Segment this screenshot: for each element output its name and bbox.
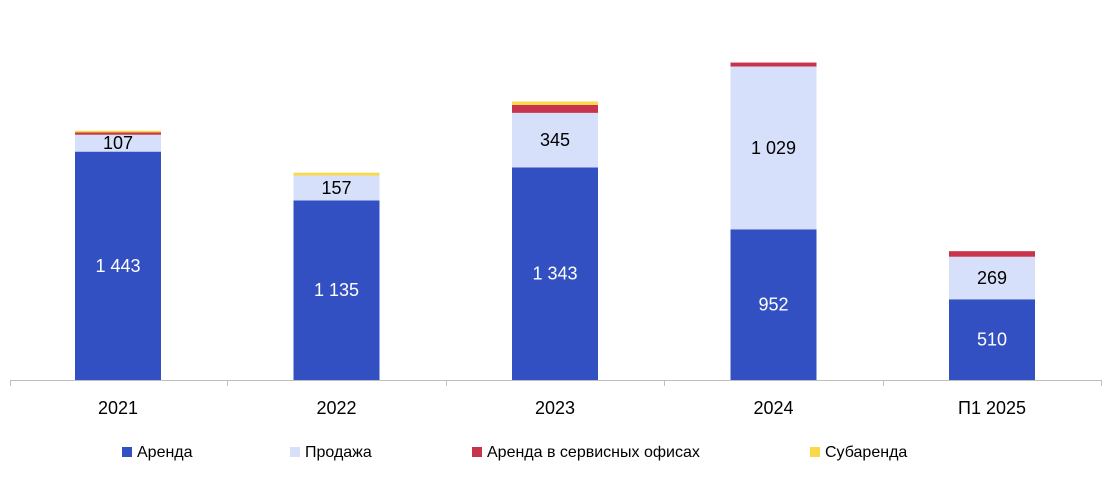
data-label-п1-2025-series-1: 269 — [977, 268, 1007, 288]
legend-swatch-series-1 — [290, 447, 300, 457]
legend-swatch-series-0 — [122, 447, 132, 457]
bar-segment-2022-series-3 — [293, 172, 380, 176]
bar-segment-2024-series-2 — [730, 62, 817, 67]
bar-segment-2021-series-1 — [75, 134, 161, 152]
legend-label-series-2: Аренда в сервисных офисах — [487, 444, 700, 461]
x-tick-label-2021: 2021 — [98, 398, 138, 418]
bar-segment-2022-series-1 — [293, 175, 380, 201]
bar-segment-2024-series-1 — [730, 66, 817, 230]
bar-segment-п1-2025-series-1 — [949, 256, 1035, 300]
x-axis: 2021 2022 2023 2024 П1 2025 — [10, 380, 1102, 418]
data-label-п1-2025-series-0: 510 — [977, 330, 1007, 350]
bar-segment-2023-series-2 — [512, 104, 598, 113]
data-label-2022-series-0: 1 135 — [314, 280, 359, 300]
legend-label-series-3: Субаренда — [825, 444, 907, 461]
data-label-2021-series-0: 1 443 — [95, 256, 140, 276]
bar-segment-2022-series-0 — [293, 200, 380, 380]
data-label-2021-series-1: 107 — [103, 133, 133, 153]
data-label-2022-series-1: 157 — [321, 178, 351, 198]
legend-label-series-0: Аренда — [137, 444, 193, 461]
legend: Аренда Продажа Аренда в сервисных офисах Су… — [122, 444, 907, 461]
bar-segment-п1-2025-series-2 — [949, 251, 1035, 257]
legend-label-series-1: Продажа — [305, 444, 372, 461]
bars-group — [75, 62, 1035, 380]
bar-segment-п1-2025-series-0 — [949, 299, 1035, 380]
bar-segment-2023-series-3 — [512, 101, 598, 105]
bar-segment-2023-series-1 — [512, 112, 598, 168]
x-tick-label-2023: 2023 — [535, 398, 575, 418]
legend-swatch-series-2 — [472, 447, 482, 457]
data-label-2023-series-0: 1 343 — [532, 264, 577, 284]
bar-segment-2021-series-3 — [75, 130, 161, 133]
value-labels-group: 1 443 107 1 135 157 1 343 345 952 1 029 510 269 — [95, 130, 1007, 349]
bar-segment-2021-series-2 — [75, 132, 161, 135]
data-label-2024-series-1: 1 029 — [751, 138, 796, 158]
data-label-2024-series-0: 952 — [758, 295, 788, 315]
x-tick-label-2022: 2022 — [316, 398, 356, 418]
data-label-2023-series-1: 345 — [540, 130, 570, 150]
bar-segment-2023-series-0 — [512, 167, 598, 380]
legend-swatch-series-3 — [810, 447, 820, 457]
bar-segment-2021-series-0 — [75, 151, 161, 380]
x-tick-label-2024: 2024 — [753, 398, 793, 418]
x-tick-label-п1-2025: П1 2025 — [958, 398, 1026, 418]
bar-segment-2024-series-0 — [730, 229, 817, 380]
